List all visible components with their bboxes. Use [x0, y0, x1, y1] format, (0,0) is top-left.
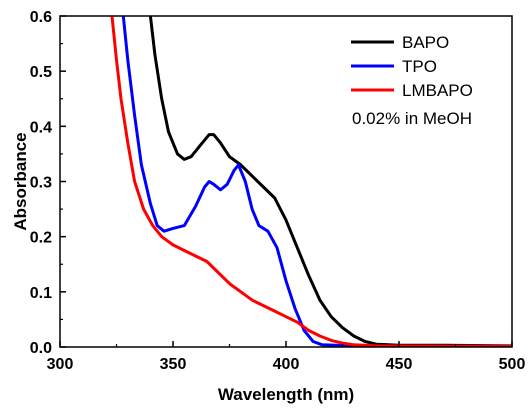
- series-line-bapo: [148, 16, 512, 347]
- legend-label-lmbapo: LMBAPO: [402, 81, 473, 100]
- legend: BAPO TPO LMBAPO: [351, 33, 473, 100]
- y-tick-label: 0.2: [30, 230, 52, 247]
- series-line-lmbapo: [110, 16, 512, 347]
- y-tick-label: 0.3: [30, 175, 52, 192]
- x-tick-label: 500: [499, 356, 526, 373]
- series-layer: [110, 16, 512, 347]
- legend-label-bapo: BAPO: [402, 33, 449, 52]
- y-tick-label: 0.6: [30, 9, 52, 26]
- tick-labels: 300 350 400 450 500 0.0 0.1 0.2 0.3 0.4 0.5 0.6: [30, 9, 526, 373]
- x-tick-label: 400: [273, 356, 300, 373]
- y-tick-label: 0.0: [30, 340, 52, 357]
- ticks-layer: [59, 15, 513, 348]
- series-line-tpo: [121, 16, 512, 347]
- annotation-solvent: 0.02% in MeOH: [352, 109, 472, 128]
- y-axis-title: Absorbance: [11, 132, 30, 230]
- x-tick-label: 450: [386, 356, 413, 373]
- y-tick-label: 0.4: [30, 119, 52, 136]
- y-tick-label: 0.1: [30, 285, 52, 302]
- x-tick-label: 350: [160, 356, 187, 373]
- x-tick-label: 300: [47, 356, 74, 373]
- legend-label-tpo: TPO: [402, 57, 437, 76]
- y-tick-label: 0.5: [30, 64, 52, 81]
- x-axis-title: Wavelength (nm): [218, 385, 354, 404]
